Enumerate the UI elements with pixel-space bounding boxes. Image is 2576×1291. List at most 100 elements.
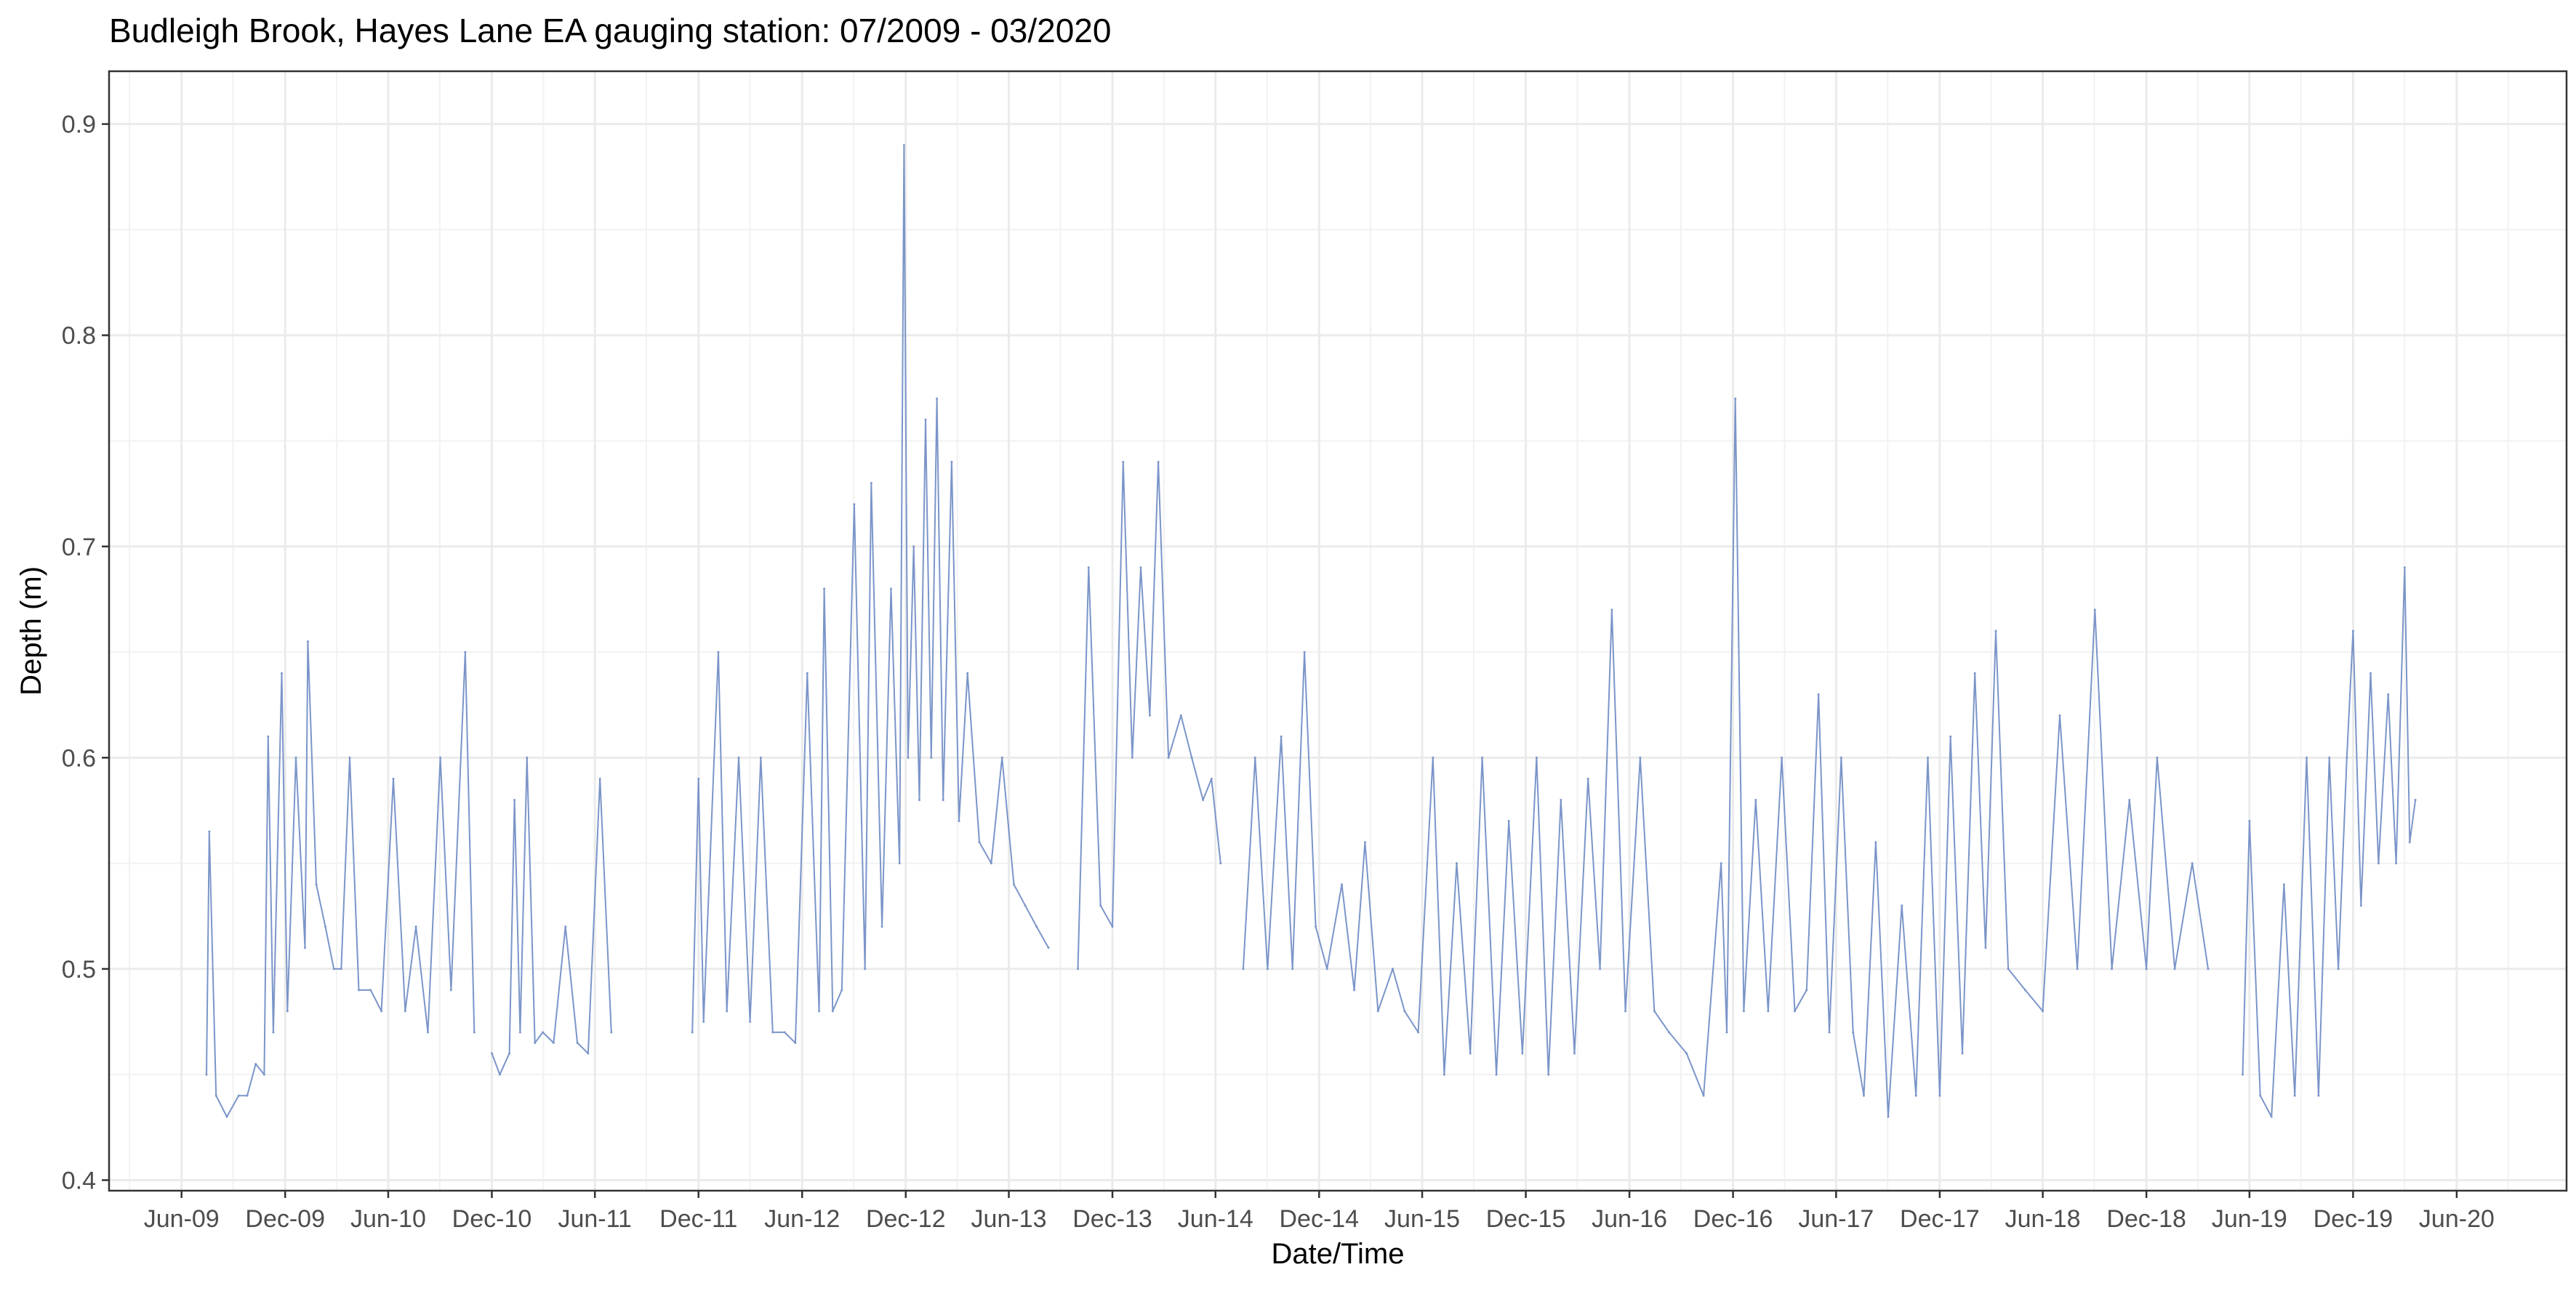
data-point	[2058, 714, 2061, 717]
data-point	[1961, 1052, 1964, 1055]
data-point	[304, 946, 306, 949]
data-point	[542, 1031, 545, 1034]
data-point	[1139, 566, 1142, 569]
data-point	[1668, 1031, 1671, 1034]
data-point	[2337, 968, 2340, 970]
data-point	[783, 1031, 786, 1034]
data-point	[1610, 608, 1613, 611]
data-point	[1291, 968, 1294, 970]
data-point	[2128, 799, 2131, 801]
data-point	[2145, 968, 2148, 970]
data-point	[958, 820, 960, 822]
data-point	[1901, 904, 1903, 907]
x-tick-label: Dec-10	[452, 1205, 532, 1233]
data-point	[1805, 989, 1808, 992]
data-point	[1210, 777, 1213, 780]
data-point	[978, 841, 981, 844]
data-point	[513, 799, 516, 801]
data-point	[2408, 841, 2411, 844]
data-point	[912, 545, 915, 548]
data-point	[1242, 968, 1245, 970]
data-point	[1828, 1031, 1831, 1034]
data-point	[427, 1031, 429, 1034]
data-point	[267, 735, 270, 738]
data-point	[1874, 841, 1877, 844]
data-point	[449, 989, 452, 992]
x-tick-label: Dec-18	[2106, 1205, 2186, 1233]
data-point	[1122, 461, 1125, 463]
data-point	[1794, 1010, 1796, 1013]
data-point	[1253, 756, 1256, 759]
x-tick-label: Jun-15	[1384, 1205, 1460, 1233]
x-tick-label: Jun-14	[1178, 1205, 1253, 1233]
data-point	[208, 830, 211, 833]
x-tick-label: Jun-09	[144, 1205, 220, 1233]
data-point	[749, 1021, 752, 1023]
data-point	[2359, 904, 2362, 907]
data-point	[853, 503, 856, 506]
data-point	[907, 756, 910, 759]
data-point	[2395, 862, 2398, 865]
data-point	[1495, 1073, 1498, 1076]
data-point	[1817, 693, 1820, 696]
data-point	[1363, 841, 1366, 844]
data-point	[1167, 756, 1170, 759]
data-point	[2173, 968, 2176, 970]
data-point	[2351, 630, 2354, 632]
data-point	[1742, 1010, 1745, 1013]
data-point	[726, 1010, 729, 1013]
plot-panel-border	[108, 70, 2568, 1192]
data-point	[2403, 566, 2406, 569]
data-point	[508, 1052, 511, 1055]
data-point	[1077, 968, 1079, 970]
data-point	[1573, 1052, 1576, 1055]
data-point	[246, 1094, 249, 1097]
data-point	[369, 989, 372, 992]
data-point	[2259, 1094, 2262, 1097]
data-point	[2024, 989, 2026, 992]
data-point	[1157, 461, 1160, 463]
x-tick-label: Dec-19	[2314, 1205, 2394, 1233]
data-point	[2293, 1094, 2296, 1097]
data-point	[1639, 756, 1642, 759]
data-point	[358, 989, 360, 992]
data-point	[414, 925, 417, 928]
x-tick-label: Dec-12	[866, 1205, 946, 1233]
data-point	[286, 1010, 289, 1013]
data-point	[1887, 1115, 1890, 1118]
data-point	[2207, 968, 2210, 970]
data-point	[2111, 968, 2114, 970]
data-point	[2156, 756, 2159, 759]
data-point	[473, 1031, 476, 1034]
data-point	[966, 672, 969, 675]
data-point	[2414, 799, 2417, 801]
data-point	[2370, 672, 2372, 675]
chart-title: Budleigh Brook, Hayes Lane EA gauging st…	[109, 12, 1111, 49]
data-point	[610, 1031, 613, 1034]
data-point	[348, 756, 351, 759]
data-point	[1839, 756, 1842, 759]
grid-lines	[109, 71, 2567, 1191]
x-tick-label: Jun-12	[764, 1205, 840, 1233]
x-axis-label: Date/Time	[1271, 1238, 1404, 1270]
data-point	[840, 989, 843, 992]
data-point	[2248, 820, 2251, 822]
data-point	[262, 1073, 265, 1076]
data-point	[2306, 756, 2308, 759]
data-point	[1024, 904, 1027, 907]
data-point	[2377, 862, 2380, 865]
data-point	[1767, 1010, 1770, 1013]
data-point	[1653, 1010, 1656, 1013]
data-point	[1734, 397, 1737, 400]
data-point	[315, 883, 318, 886]
data-point	[1481, 756, 1484, 759]
data-point	[2328, 756, 2331, 759]
data-point	[2346, 756, 2348, 759]
x-tick-label: Dec-09	[245, 1205, 325, 1233]
data-point	[1507, 820, 1510, 822]
data-point	[1325, 968, 1328, 970]
depth-series-line	[491, 757, 612, 1076]
axes: Jun-09 Dec-09 Jun-10 Dec-10 Jun-11 Dec-11 Jun-…	[62, 111, 2495, 1233]
data-point	[2042, 1010, 2045, 1013]
